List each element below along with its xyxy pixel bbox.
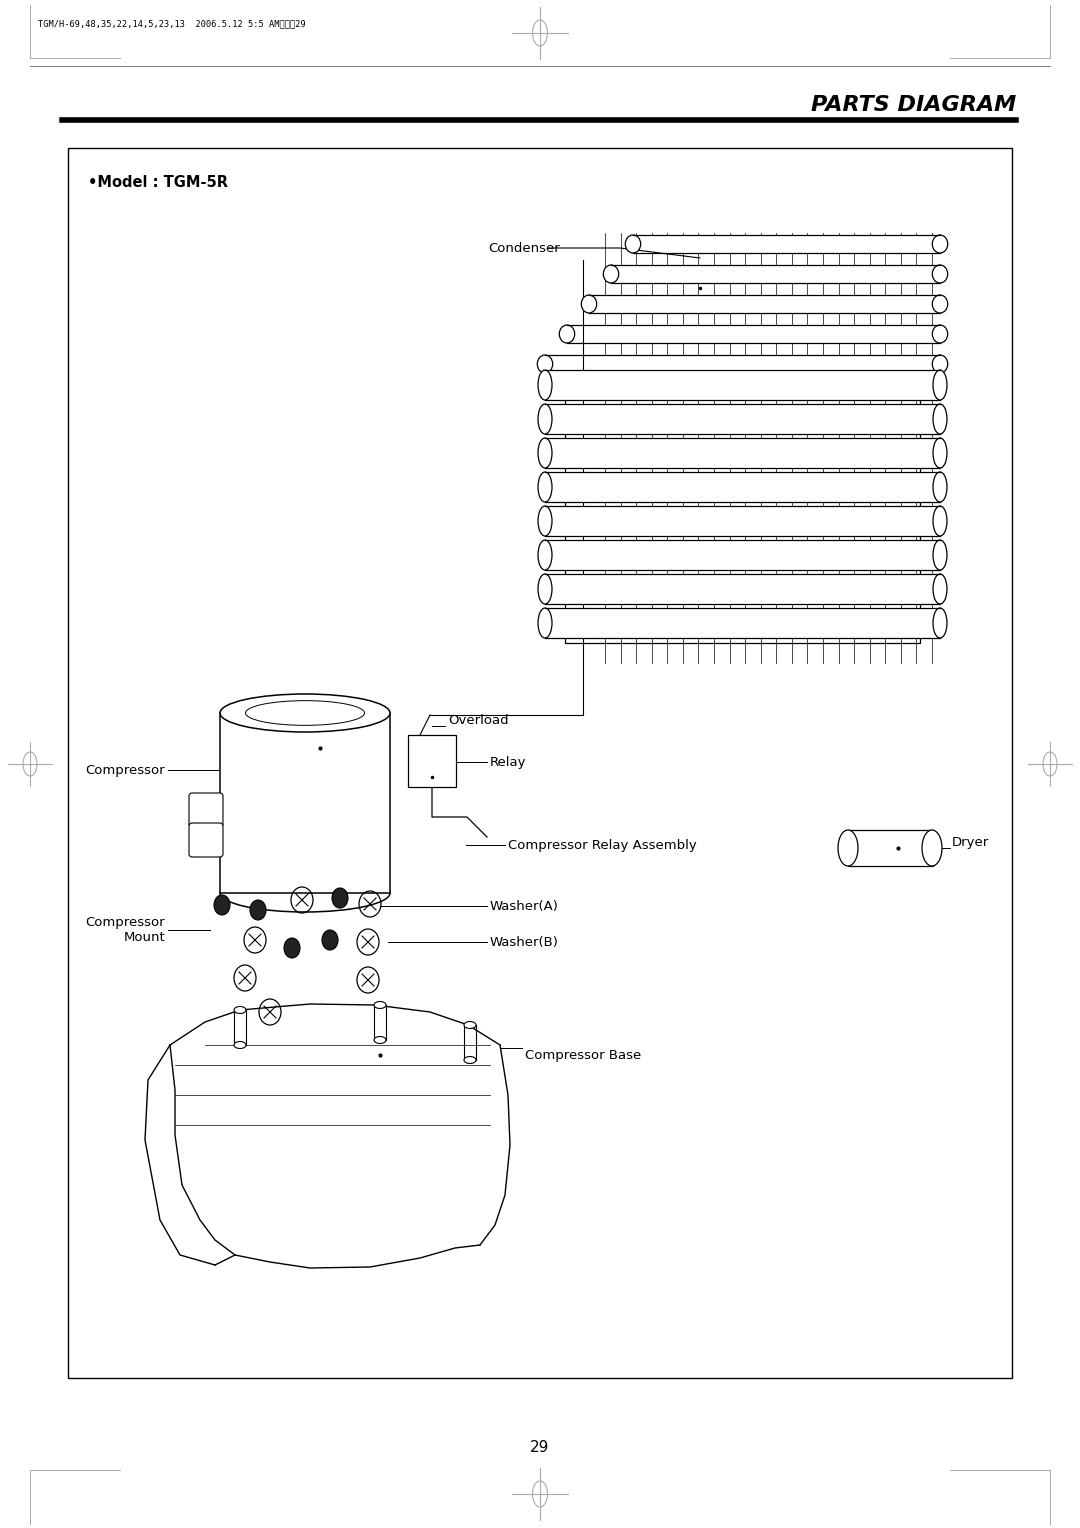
Bar [545,575,940,604]
Ellipse shape [464,1056,476,1063]
Bar [589,295,940,313]
Ellipse shape [220,694,390,732]
Ellipse shape [538,439,552,468]
Text: Washer(A): Washer(A) [490,900,558,912]
Ellipse shape [538,608,552,639]
Ellipse shape [838,830,858,866]
Text: •Model : TGM-5R: •Model : TGM-5R [87,174,228,189]
Text: Compressor Relay Assembly: Compressor Relay Assembly [508,839,697,851]
Ellipse shape [322,931,338,950]
Ellipse shape [933,539,947,570]
Bar [545,539,940,570]
Ellipse shape [625,235,640,254]
Bar [545,472,940,503]
Polygon shape [145,1045,508,1268]
Ellipse shape [932,325,948,342]
Ellipse shape [581,295,597,313]
Ellipse shape [538,403,552,434]
Ellipse shape [234,1007,246,1013]
Text: Dryer: Dryer [951,836,989,848]
Ellipse shape [284,938,300,958]
Ellipse shape [559,325,575,342]
Text: TGM/H-69,48,35,22,14,5,23,13  2006.5.12 5:5 AM페이지29: TGM/H-69,48,35,22,14,5,23,13 2006.5.12 5… [38,20,306,29]
Ellipse shape [933,608,947,639]
Ellipse shape [933,403,947,434]
Bar [611,264,940,283]
Ellipse shape [922,830,942,866]
Ellipse shape [932,354,948,373]
Ellipse shape [220,874,390,912]
Text: Relay: Relay [490,755,527,769]
FancyBboxPatch shape [189,824,222,857]
Bar [545,403,940,434]
Ellipse shape [933,472,947,503]
Ellipse shape [374,1001,386,1008]
Ellipse shape [234,1042,246,1048]
Ellipse shape [933,506,947,536]
Ellipse shape [932,264,948,283]
Ellipse shape [374,1036,386,1044]
Text: Compressor: Compressor [85,764,165,776]
Ellipse shape [933,575,947,604]
Ellipse shape [604,264,619,283]
Text: Compressor
Mount: Compressor Mount [85,915,165,944]
Bar [567,325,940,342]
Text: Compressor Base: Compressor Base [525,1048,642,1062]
Bar [68,148,1012,1378]
Ellipse shape [538,370,552,400]
Text: 29: 29 [530,1439,550,1455]
Bar [545,354,940,373]
Ellipse shape [932,235,948,254]
Ellipse shape [933,439,947,468]
Bar [545,506,940,536]
Bar [545,370,940,400]
FancyBboxPatch shape [189,793,222,827]
Ellipse shape [214,895,230,915]
Text: Condenser: Condenser [488,241,559,255]
Ellipse shape [332,888,348,908]
Ellipse shape [538,539,552,570]
Text: Washer(B): Washer(B) [490,935,558,949]
Bar [220,714,390,892]
Ellipse shape [932,295,948,313]
Ellipse shape [933,370,947,400]
Bar [545,439,940,468]
Bar [848,830,933,866]
Ellipse shape [538,354,553,373]
Ellipse shape [249,900,266,920]
Text: Overload: Overload [448,714,509,726]
Bar [545,608,940,639]
Text: PARTS DIAGRAM: PARTS DIAGRAM [811,95,1016,115]
Ellipse shape [538,575,552,604]
Ellipse shape [464,1022,476,1028]
Ellipse shape [538,506,552,536]
Bar [633,235,940,254]
Bar [408,735,456,787]
Ellipse shape [538,472,552,503]
